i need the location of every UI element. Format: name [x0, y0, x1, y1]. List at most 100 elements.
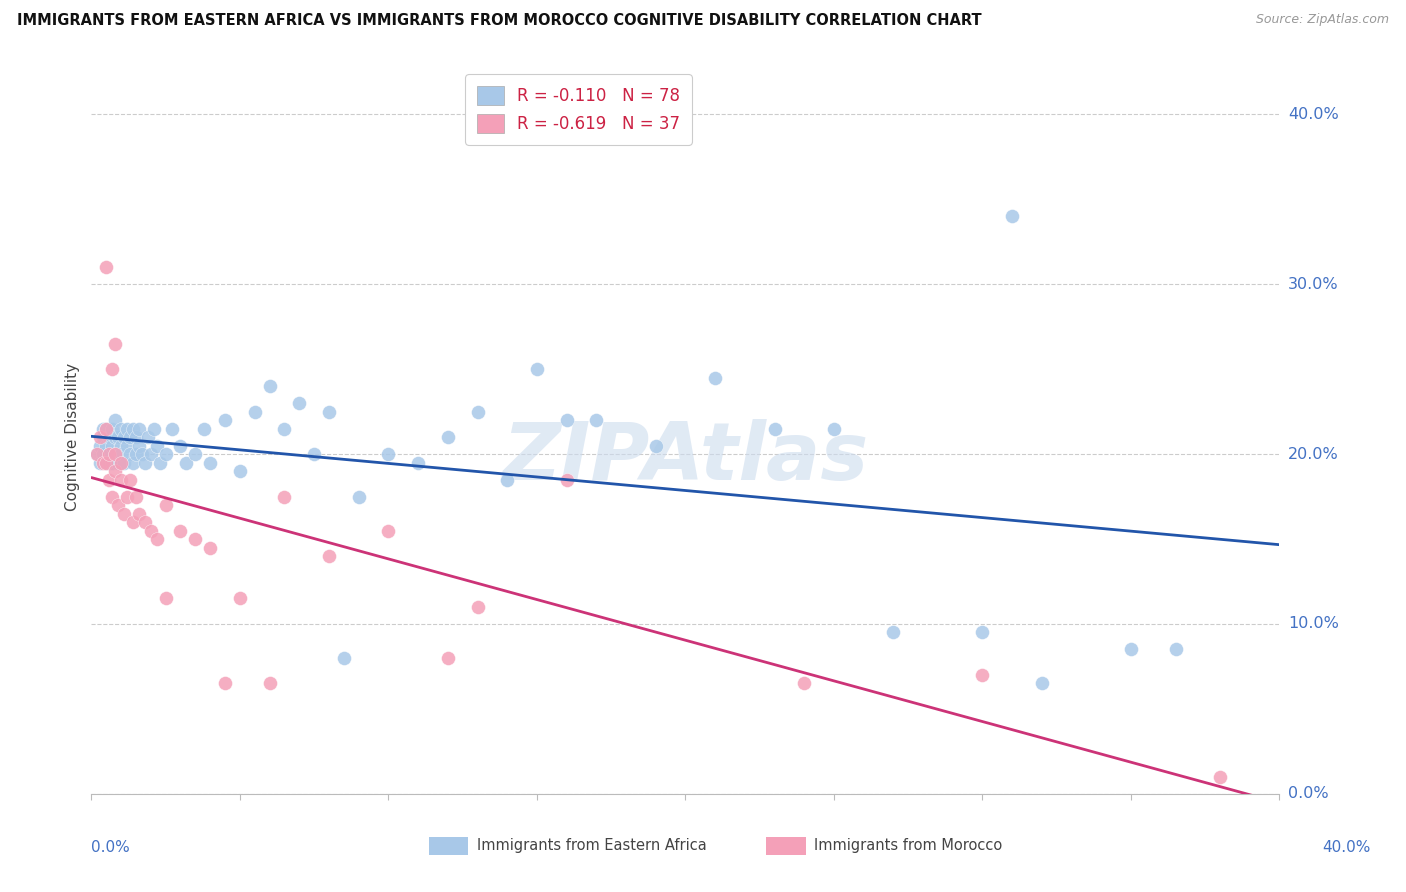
Point [1164, 642, 1187, 657]
Text: 20.0%: 20.0% [1288, 447, 1339, 461]
Point [89, 430, 111, 444]
Text: ZIPAtlas: ZIPAtlas [502, 419, 869, 498]
Point [155, 447, 177, 461]
Point [118, 430, 141, 444]
Point [467, 599, 489, 614]
Point [229, 591, 252, 606]
Point [169, 439, 191, 453]
Point [110, 456, 132, 470]
Point [96, 421, 118, 435]
Point [101, 456, 124, 470]
Point [86, 447, 108, 461]
Point [496, 473, 519, 487]
Point [139, 447, 162, 461]
Point [145, 532, 167, 546]
Point [377, 524, 399, 538]
Point [107, 430, 129, 444]
Point [347, 490, 370, 504]
Point [104, 464, 127, 478]
Point [193, 421, 215, 435]
Legend: R = -0.110   N = 78, R = -0.619   N = 37: R = -0.110 N = 78, R = -0.619 N = 37 [465, 74, 692, 145]
Point [110, 421, 132, 435]
Point [110, 439, 132, 453]
Point [302, 447, 325, 461]
Point [110, 473, 132, 487]
Point [98, 473, 121, 487]
Point [555, 413, 578, 427]
Point [214, 413, 236, 427]
Point [125, 447, 148, 461]
Point [112, 507, 135, 521]
Point [104, 336, 127, 351]
Point [200, 541, 222, 555]
Point [104, 413, 127, 427]
Text: 0.0%: 0.0% [91, 840, 131, 855]
Point [101, 439, 124, 453]
Point [142, 421, 165, 435]
Point [86, 447, 108, 461]
Point [139, 524, 162, 538]
Point [184, 447, 207, 461]
Point [101, 490, 124, 504]
Point [585, 413, 607, 427]
Point [122, 421, 145, 435]
Point [377, 447, 399, 461]
Point [107, 498, 129, 512]
Point [155, 591, 177, 606]
Point [273, 490, 295, 504]
Point [169, 524, 191, 538]
Point [125, 430, 148, 444]
Point [214, 676, 236, 690]
Point [118, 473, 141, 487]
Point [131, 447, 153, 461]
Point [145, 439, 167, 453]
Point [91, 430, 114, 444]
Point [704, 370, 727, 384]
Point [1001, 209, 1024, 223]
Point [96, 456, 118, 470]
Point [112, 456, 135, 470]
Text: IMMIGRANTS FROM EASTERN AFRICA VS IMMIGRANTS FROM MOROCCO COGNITIVE DISABILITY C: IMMIGRANTS FROM EASTERN AFRICA VS IMMIGR… [17, 13, 981, 29]
Point [134, 456, 156, 470]
Point [406, 456, 429, 470]
Point [467, 404, 489, 418]
Point [115, 490, 138, 504]
Point [104, 430, 127, 444]
Point [110, 456, 132, 470]
Point [98, 447, 121, 461]
Point [101, 362, 124, 376]
Point [1119, 642, 1142, 657]
Point [882, 625, 904, 640]
Point [160, 421, 183, 435]
Point [273, 421, 295, 435]
Point [644, 439, 666, 453]
Point [972, 625, 994, 640]
Text: 40.0%: 40.0% [1288, 107, 1339, 122]
Point [136, 430, 159, 444]
Point [134, 515, 156, 529]
Point [184, 532, 207, 546]
Point [526, 362, 548, 376]
Point [259, 379, 281, 393]
Point [98, 456, 121, 470]
Point [155, 498, 177, 512]
Text: 40.0%: 40.0% [1323, 840, 1371, 855]
Point [128, 507, 150, 521]
Text: 10.0%: 10.0% [1288, 616, 1339, 632]
Text: Immigrants from Eastern Africa: Immigrants from Eastern Africa [477, 838, 706, 853]
Point [259, 676, 281, 690]
Point [96, 421, 118, 435]
Point [128, 421, 150, 435]
Text: 0.0%: 0.0% [1288, 787, 1329, 801]
Point [333, 651, 356, 665]
Point [318, 404, 340, 418]
Point [149, 456, 172, 470]
Point [98, 447, 121, 461]
Point [112, 430, 135, 444]
Point [101, 421, 124, 435]
Point [107, 456, 129, 470]
Point [96, 260, 118, 275]
Point [96, 456, 118, 470]
Point [89, 439, 111, 453]
Point [436, 430, 458, 444]
